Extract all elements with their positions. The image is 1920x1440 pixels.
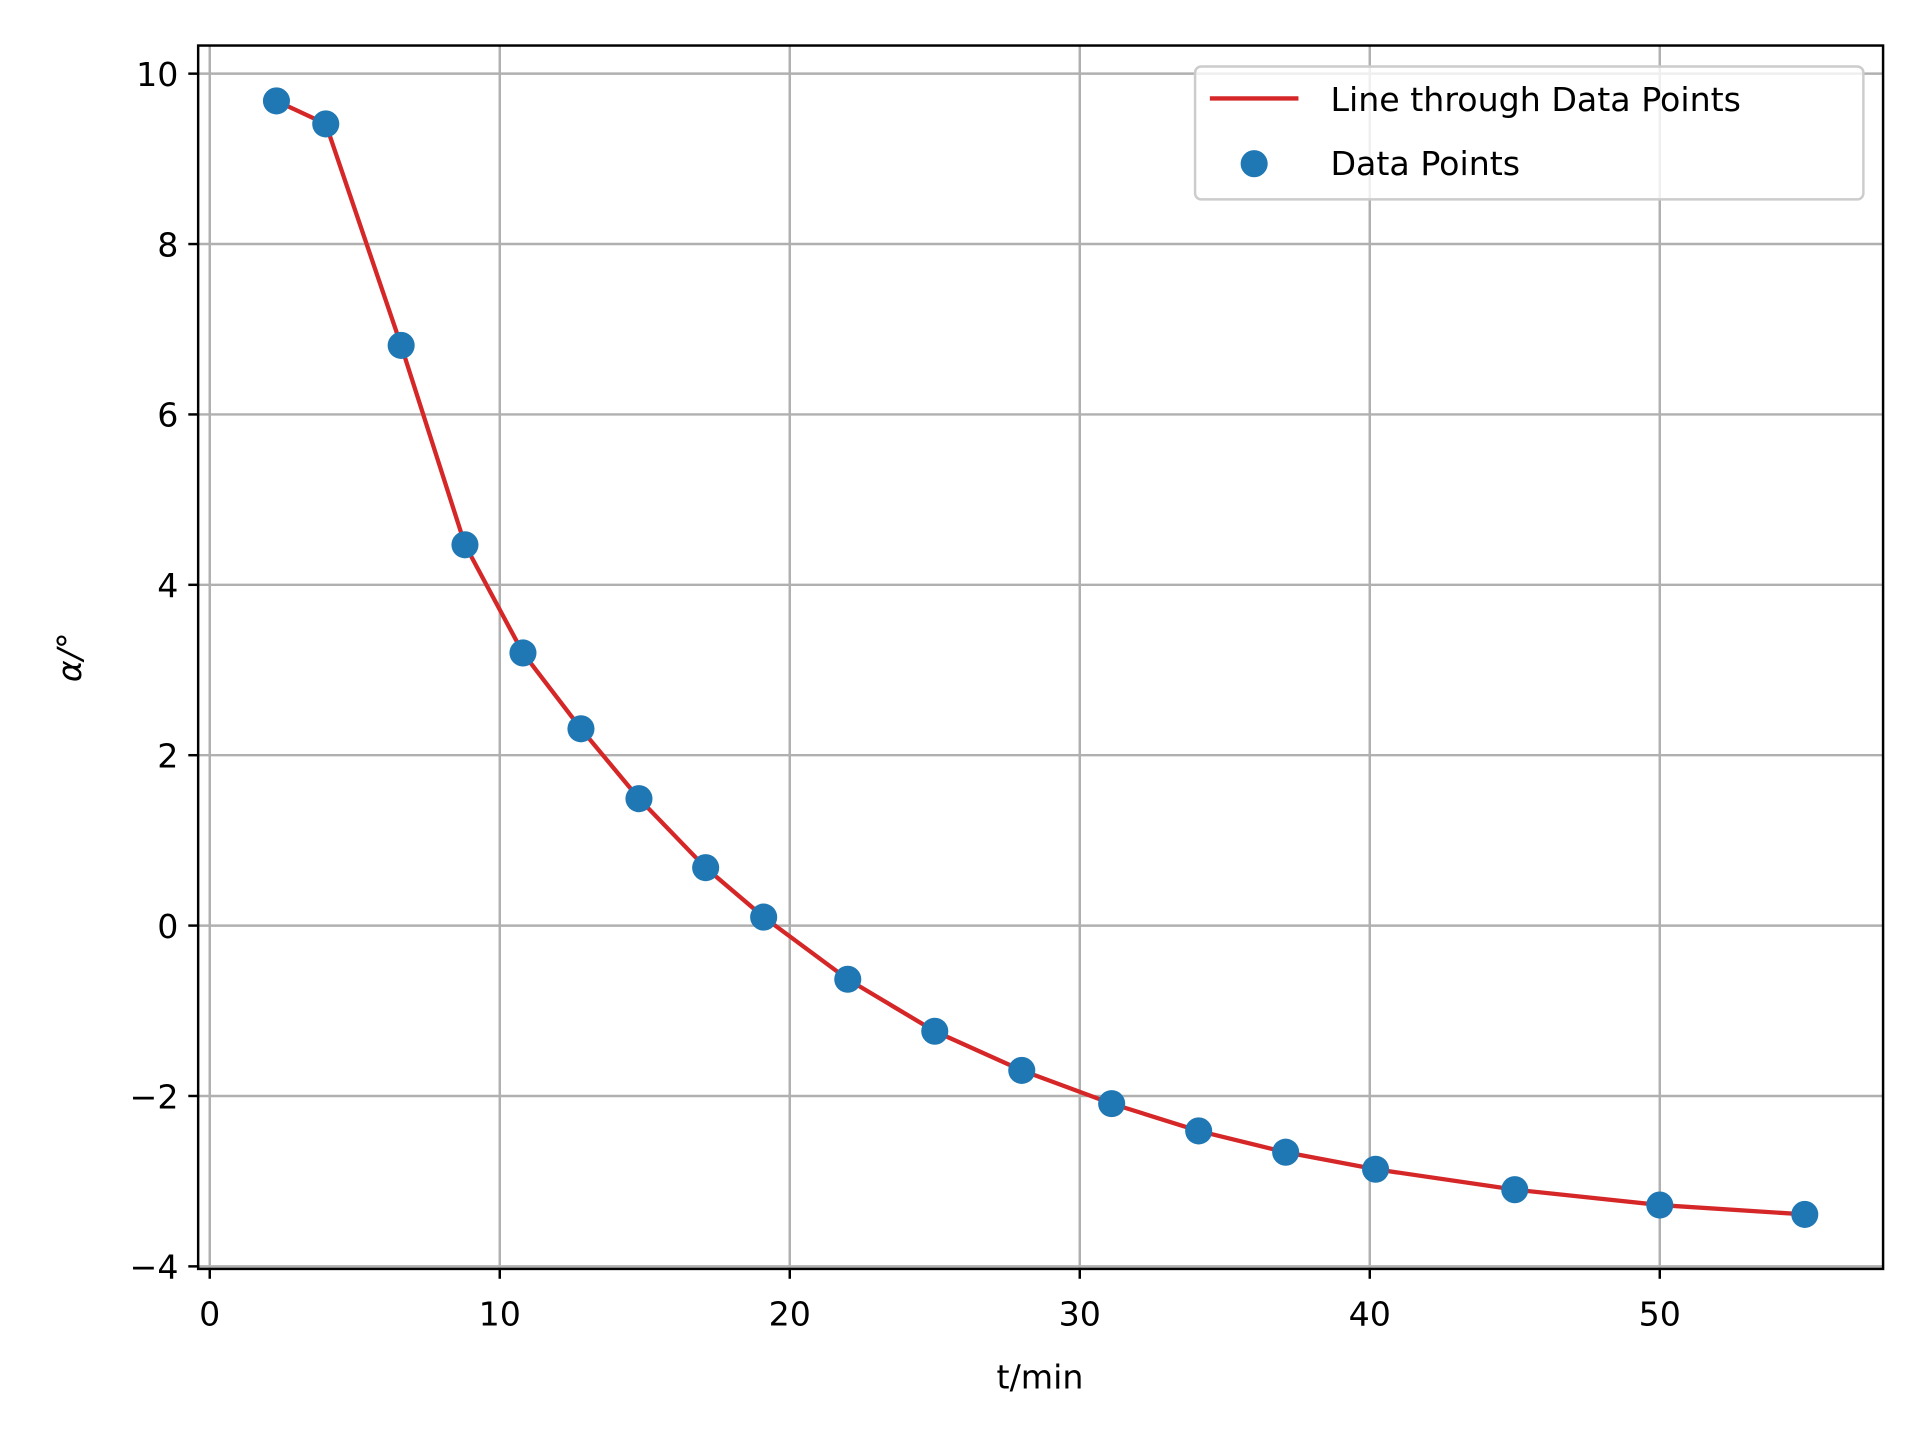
x-tick-label: 40 (1349, 1295, 1391, 1334)
series-line (275, 98, 1805, 1217)
data-point (312, 110, 340, 138)
data-point (1008, 1056, 1036, 1084)
y-tick-label: 4 (157, 566, 178, 605)
legend: Line through Data Points Data Points (1193, 65, 1865, 201)
legend-label-points: Data Points (1330, 144, 1520, 183)
data-point (750, 903, 778, 931)
data-point (509, 639, 537, 667)
data-point (387, 331, 415, 359)
x-ticks: 0 10 20 30 40 50 (199, 1268, 1681, 1334)
legend-point-swatch (1240, 150, 1268, 178)
y-tick-label: 2 (157, 737, 178, 776)
data-point (692, 854, 720, 882)
data-point (1272, 1138, 1300, 1166)
y-tick-label: 0 (157, 907, 178, 946)
y-tick-label: 8 (157, 225, 178, 264)
x-tick-label: 0 (199, 1295, 220, 1334)
y-tick-label: 6 (157, 396, 178, 435)
x-tick-label: 30 (1059, 1295, 1101, 1334)
y-tick-label: 10 (136, 55, 178, 94)
x-axis-label: t/min (997, 1357, 1084, 1396)
data-point (921, 1017, 949, 1045)
data-point (451, 531, 479, 559)
data-point (1098, 1090, 1126, 1118)
data-point (1362, 1155, 1390, 1183)
data-point (262, 87, 290, 115)
data-point (1791, 1200, 1819, 1228)
data-point (1501, 1176, 1529, 1204)
data-point (1646, 1191, 1674, 1219)
y-tick-label: −2 (129, 1077, 178, 1116)
x-tick-label: 20 (769, 1295, 811, 1334)
y-axis-label: α/° (50, 632, 89, 682)
y-ticks: −4 −2 0 2 4 6 8 10 (129, 55, 199, 1287)
legend-box (1193, 65, 1865, 201)
y-tick-label: −4 (129, 1248, 178, 1287)
x-tick-label: 50 (1639, 1295, 1681, 1334)
data-point (834, 965, 862, 993)
plot-frame (196, 44, 1885, 1271)
data-point (625, 785, 653, 813)
line-layer (275, 98, 1805, 1217)
legend-label-line: Line through Data Points (1330, 80, 1741, 119)
grid (198, 45, 1884, 1269)
x-tick-label: 10 (479, 1295, 521, 1334)
points-layer (262, 87, 1819, 1228)
data-point (567, 715, 595, 743)
data-point (1185, 1117, 1213, 1145)
